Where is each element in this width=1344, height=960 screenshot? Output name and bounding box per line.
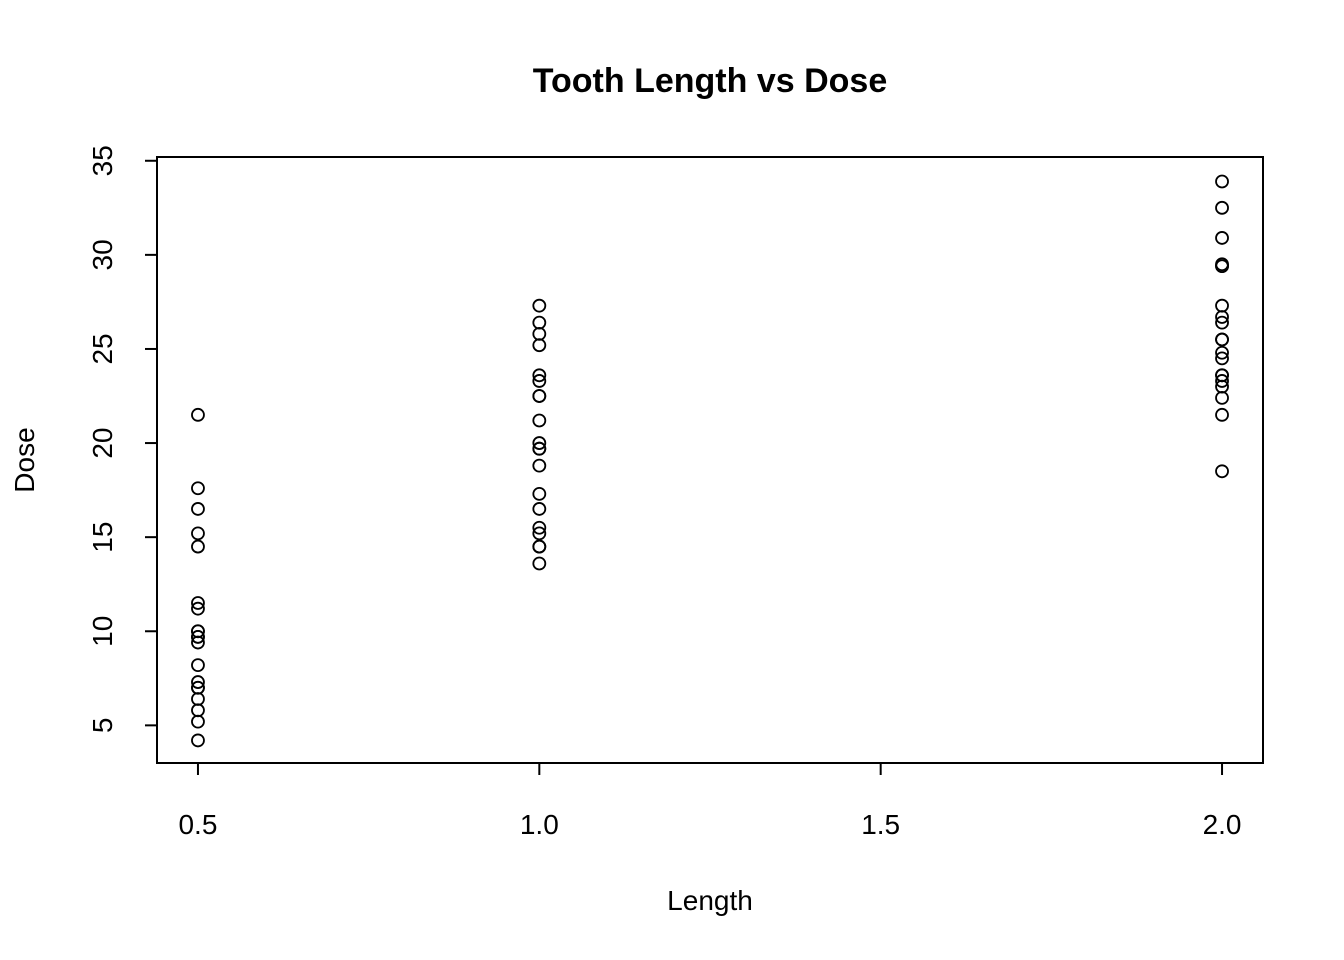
data-point: [191, 692, 205, 706]
data-point: [1215, 259, 1229, 274]
data-point: [532, 315, 547, 330]
data-point: [191, 675, 205, 689]
x-tick-label: 1.5: [861, 809, 900, 840]
data-point: [191, 624, 205, 639]
data-point: [532, 441, 547, 456]
data-point: [1215, 345, 1229, 360]
chart-title: Tooth Length vs Dose: [533, 62, 887, 100]
data-point: [1215, 332, 1229, 347]
data-point: [191, 733, 205, 748]
data-point: [191, 526, 205, 541]
data-point: [1215, 368, 1229, 383]
data-point: [1215, 374, 1229, 388]
data-point: [1215, 298, 1229, 313]
data-point: [532, 436, 547, 450]
y-tick-label: 20: [87, 427, 118, 458]
x-axis: 0.5 1.0 1.5 2.0: [178, 762, 1242, 840]
data-point: [1215, 407, 1229, 422]
x-tick-label: 0.5: [178, 809, 217, 840]
data-point: [191, 601, 205, 616]
plot-frame: [156, 156, 1264, 764]
data-point: [1215, 231, 1229, 245]
y-axis-label: Dose: [9, 427, 40, 492]
data-point: [532, 526, 547, 541]
data-point: [191, 703, 205, 718]
y-tick-label: 15: [87, 522, 118, 553]
data-point: [532, 556, 547, 571]
y-tick-label: 35: [87, 145, 118, 176]
data-point: [532, 368, 547, 383]
data-point: [1215, 351, 1229, 366]
y-tick-label: 25: [87, 333, 118, 364]
data-point: [1215, 390, 1229, 405]
x-tick-label: 1.0: [520, 809, 559, 840]
data-point: [532, 413, 547, 428]
data-point: [1215, 174, 1229, 189]
x-tick-label: 2.0: [1203, 809, 1242, 840]
data-point: [191, 481, 205, 496]
data-point: [532, 502, 547, 516]
y-tick-label: 5: [87, 718, 118, 734]
data-point: [191, 539, 205, 554]
data-point: [191, 680, 205, 695]
data-point: [1215, 315, 1229, 330]
data-point: [1215, 200, 1229, 215]
data-point: [532, 458, 547, 473]
data-point: [532, 298, 547, 313]
data-point: [191, 658, 205, 673]
data-point: [532, 338, 547, 353]
data-point: [532, 520, 547, 535]
data-point: [1215, 464, 1229, 479]
data-point: [532, 486, 547, 501]
data-point: [191, 502, 205, 516]
data-point: [532, 374, 547, 388]
data-point: [532, 539, 547, 554]
data-point: [191, 714, 205, 729]
data-point: [191, 596, 205, 610]
y-axis: 5 10 15 20 25 30 35: [87, 145, 158, 734]
data-points: [191, 174, 1229, 748]
data-point: [532, 389, 547, 403]
data-point: [191, 407, 205, 422]
x-axis-label: Length: [667, 885, 753, 916]
y-tick-label: 30: [87, 239, 118, 270]
data-point: [532, 327, 547, 341]
data-point: [191, 630, 205, 644]
y-tick-label: 10: [87, 616, 118, 647]
